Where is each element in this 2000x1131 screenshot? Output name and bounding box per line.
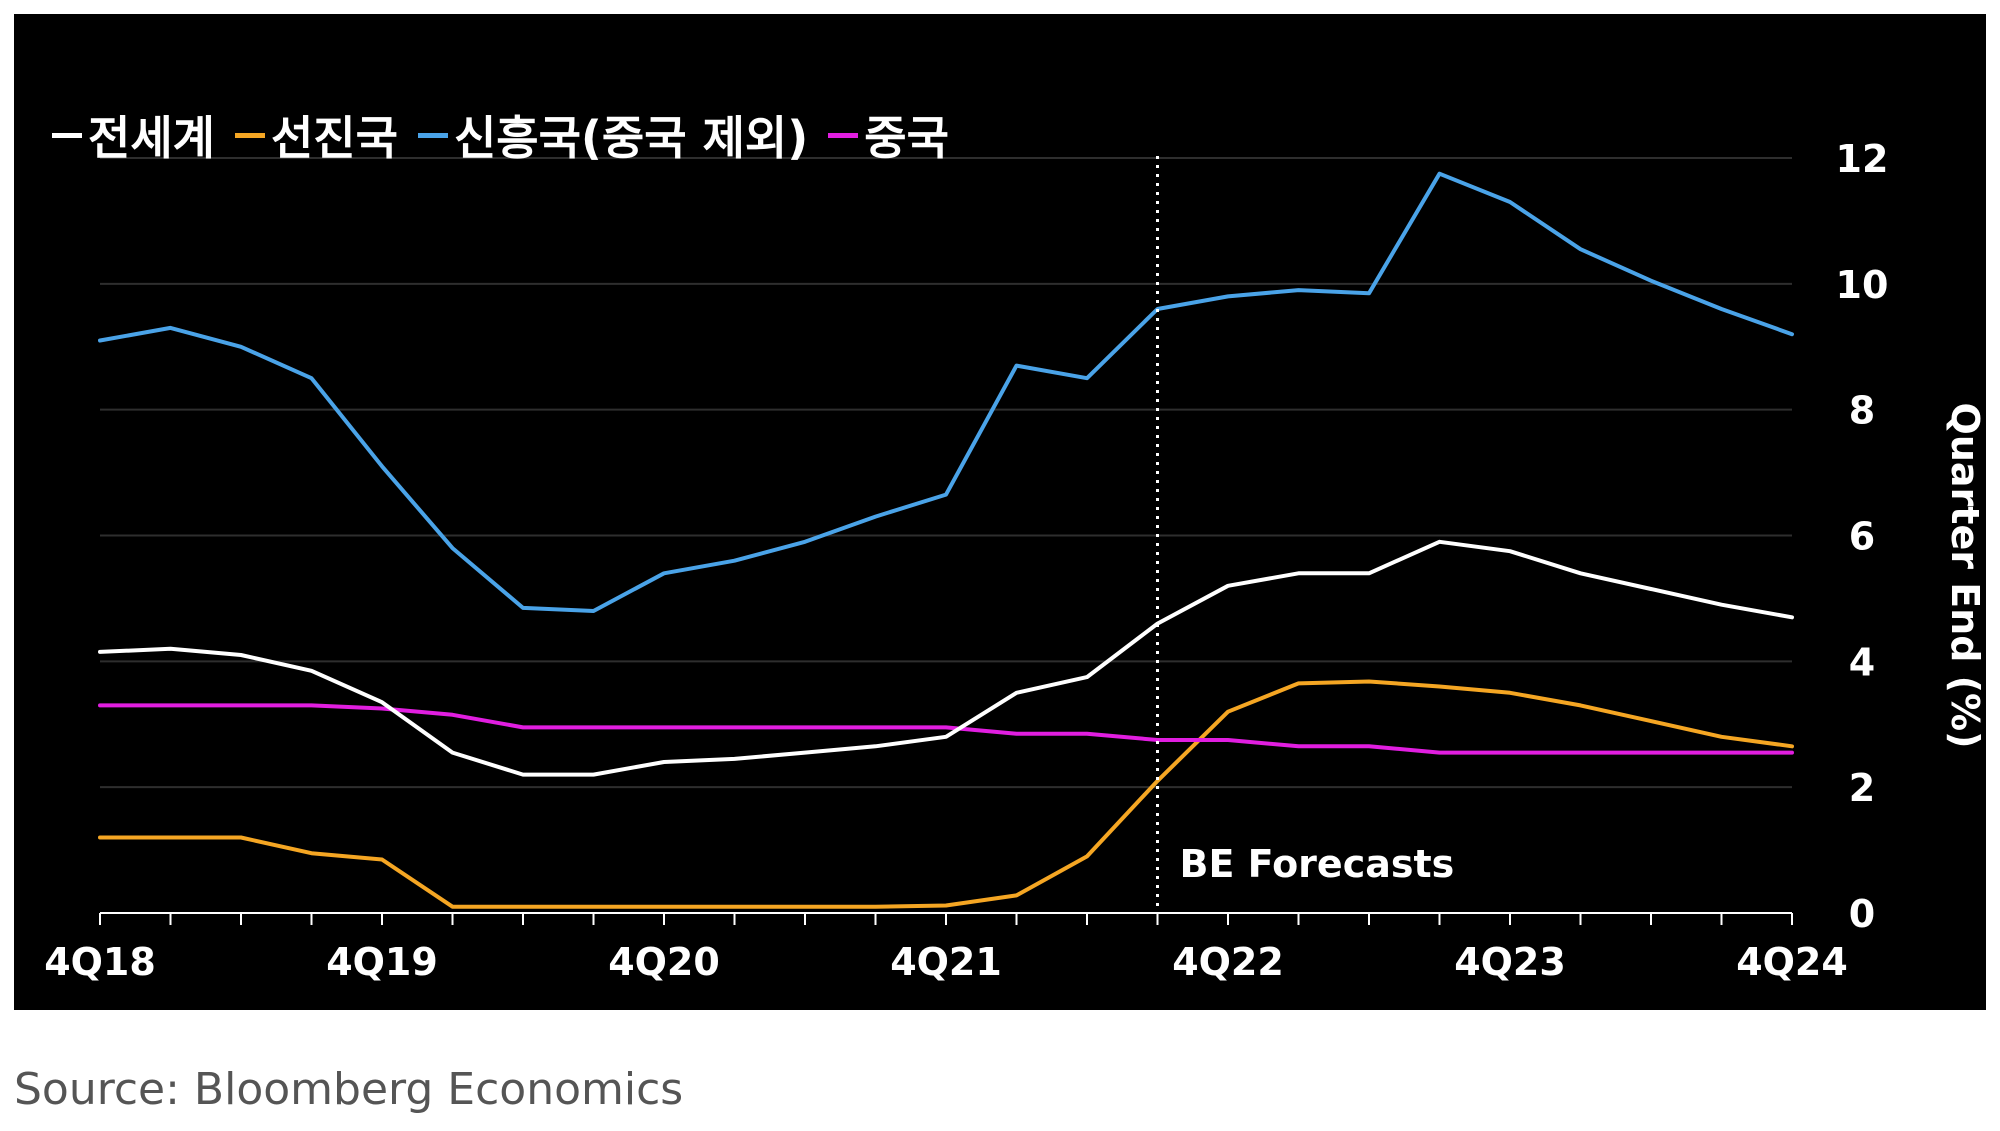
x-tick-label: 4Q22 (1172, 940, 1284, 984)
y-tick-label: 6 (1849, 515, 1875, 559)
tick-labels: 0 2 4 6 8 10 12 4Q18 4Q19 4Q20 4Q21 4Q22 4Q23 4Q24 Qua… (44, 137, 1986, 984)
series-line-world (98, 539, 1794, 777)
legend-swatch-emerging (417, 132, 448, 138)
legend: 전세계 선진국 신흥국(중국 제외) 중국 (52, 102, 969, 168)
y-tick-label: 10 (1836, 263, 1889, 307)
series-line-advanced (98, 679, 1794, 909)
series-lines (98, 171, 1794, 909)
forecast-annotation: BE Forecasts (1156, 156, 1455, 913)
x-tick-label: 4Q21 (890, 940, 1002, 984)
y-tick-label: 0 (1849, 892, 1875, 936)
legend-item-emerging: 신흥국(중국 제외) (417, 102, 809, 168)
legend-swatch-world (52, 132, 82, 138)
legend-swatch-china (828, 132, 859, 138)
legend-item-world: 전세계 (52, 102, 215, 168)
legend-label-advanced: 선진국 (270, 111, 398, 165)
x-tick-label: 4Q19 (326, 940, 438, 984)
series-line-emerging (98, 171, 1794, 613)
y-tick-label: 4 (1849, 640, 1875, 684)
axes (99, 912, 1793, 925)
source-note: Source: Bloomberg Economics (14, 1064, 684, 1115)
legend-label-emerging: 신흥국(중국 제외) (453, 111, 809, 165)
legend-item-advanced: 선진국 (234, 102, 398, 168)
x-tick-label: 4Q20 (608, 940, 720, 984)
line-chart: BE Forecasts 0 2 4 6 8 10 12 4Q18 4Q19 4Q20 4Q21 4Q… (44, 137, 1986, 984)
y-tick-label: 2 (1849, 766, 1875, 810)
forecast-label: BE Forecasts (1180, 842, 1455, 886)
series-line-china (98, 703, 1794, 755)
y-tick-label: 8 (1849, 389, 1875, 433)
legend-item-china: 중국 (828, 102, 949, 168)
legend-swatch-advanced (234, 132, 265, 138)
y-axis-title: Quarter End (%) (1943, 403, 1986, 749)
y-tick-label: 12 (1836, 137, 1889, 181)
chart-panel: BE Forecasts 0 2 4 6 8 10 12 4Q18 4Q19 4Q20 4Q21 4Q… (14, 14, 1986, 1010)
grid-lines (100, 157, 1792, 789)
x-tick-label: 4Q18 (44, 940, 156, 984)
legend-label-world: 전세계 (88, 111, 215, 165)
x-tick-label: 4Q23 (1454, 940, 1566, 984)
x-tick-label: 4Q24 (1736, 940, 1848, 984)
legend-label-china: 중국 (864, 111, 949, 165)
